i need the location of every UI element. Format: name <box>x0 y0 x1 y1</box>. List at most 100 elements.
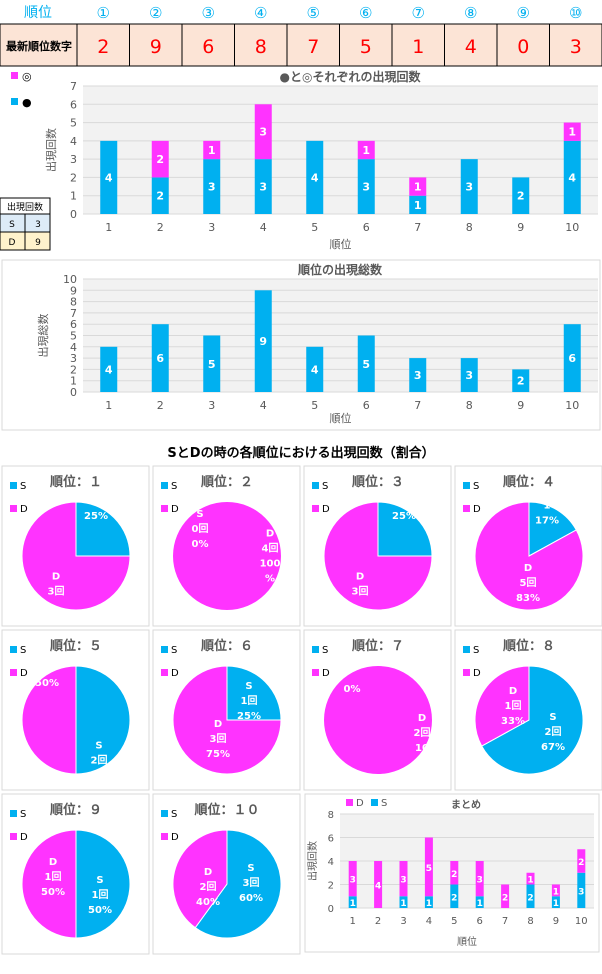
x-tick-label: 9 <box>517 399 524 412</box>
latest-digit-cell: 1 <box>412 36 424 58</box>
latest-digit-cell: 0 <box>517 36 529 58</box>
pie-legend-swatch-d <box>161 833 168 840</box>
data-label: 2 <box>517 375 525 388</box>
pie-data-label: 2回 <box>200 881 217 893</box>
legend-swatch-circle-double <box>11 72 18 79</box>
pie-chart: 順位：９ S D S 1回 50% D 1回 50% <box>1 793 150 955</box>
bar-segment <box>577 849 586 873</box>
latest-digit-cell: 8 <box>255 36 267 58</box>
x-tick-label: 6 <box>363 221 370 234</box>
data-label: 2 <box>502 893 508 903</box>
data-label: 5 <box>208 358 216 371</box>
y-tick-label: 3 <box>70 153 77 166</box>
pie-data-label: D <box>266 529 274 540</box>
bar-segment <box>450 884 459 908</box>
chart-title: 順位の出現総数 <box>297 262 383 277</box>
data-label: 2 <box>156 153 164 166</box>
x-tick-label: 1 <box>105 399 112 412</box>
bar-segment <box>475 861 484 897</box>
pie-legend-swatch-d <box>161 505 168 512</box>
bar-segment <box>100 140 118 214</box>
pie-data-label: 17% <box>535 516 559 527</box>
x-axis-label: 順位 <box>457 935 477 948</box>
pie-data-label: D <box>52 572 60 583</box>
pie-chart: 順位：４ S D 1 17% D 5回 83% <box>454 465 602 627</box>
data-label: 3 <box>578 887 584 897</box>
rank-header-cell: ④ <box>254 4 267 22</box>
pie-data-label: S <box>247 863 254 874</box>
pie-slice-s <box>75 665 131 775</box>
data-label: 3 <box>400 876 406 886</box>
pie-legend-label-s: S <box>171 809 177 820</box>
pie-title: 順位：５ <box>50 638 102 654</box>
data-label: 1 <box>553 899 559 909</box>
data-label: 1 <box>350 899 356 909</box>
summary-legend-label-d: D <box>356 798 364 809</box>
pie-data-label: 50% <box>41 887 65 898</box>
data-label: 2 <box>517 190 525 203</box>
pie-legend-swatch-d <box>10 669 17 676</box>
pie-legend-swatch-s <box>312 482 319 489</box>
pie-data-label: 5回 <box>520 577 537 589</box>
chart-title: まとめ <box>451 799 481 811</box>
x-tick-label: 10 <box>575 916 588 927</box>
y-tick-label: 1 <box>70 375 77 388</box>
pie-title: 順位：３ <box>352 474 404 490</box>
y-tick-label: 5 <box>70 117 77 130</box>
x-tick-label: 2 <box>157 221 164 234</box>
rank-header-cell: ⑧ <box>464 4 477 22</box>
latest-digit-row: 最新順位数字 2 9 6 8 7 5 1 4 0 3 <box>0 23 602 67</box>
pie-slice-s <box>194 829 282 939</box>
pie-slice-d <box>173 502 281 610</box>
y-tick-label: 3 <box>70 352 77 365</box>
latest-digit-cell: 4 <box>465 36 477 58</box>
pie-slice-s <box>75 829 131 939</box>
side-table-s-value: 3 <box>35 220 41 230</box>
pie-data-label: 3回 <box>352 586 369 598</box>
latest-digit-cell: 7 <box>307 36 319 58</box>
x-tick-label: 5 <box>451 916 457 927</box>
pie-data-label: 0% <box>344 684 361 695</box>
data-label: 4 <box>568 171 576 184</box>
pie-data-label: 1回 <box>45 871 62 883</box>
pie-slice-s <box>528 501 578 557</box>
data-label: 2 <box>156 190 164 203</box>
x-tick-label: 2 <box>375 916 381 927</box>
rank-header-row: 順位 ① ② ③ ④ ⑤ ⑥ ⑦ ⑧ ⑨ ⑩ <box>24 4 582 22</box>
data-label: 2 <box>527 893 533 903</box>
bar-segment <box>450 861 459 885</box>
data-label: 4 <box>311 363 319 376</box>
latest-digit-cell: 2 <box>97 36 109 58</box>
bar-segment <box>357 335 375 392</box>
pie-title: 順位：９ <box>50 802 102 818</box>
y-tick-label: 4 <box>70 135 77 148</box>
bar-segment <box>306 346 324 392</box>
rank-header-cell: ⑦ <box>412 4 425 22</box>
bar-segment <box>551 896 560 908</box>
bar-segment <box>399 896 408 908</box>
pie-legend-label-d: D <box>20 832 28 843</box>
pie-chart: 順位：５ S D S 2回 50% <box>1 629 150 791</box>
latest-digit-cell: 5 <box>360 36 372 58</box>
pie-data-label: 50% <box>88 905 112 916</box>
x-tick-label: 3 <box>208 399 215 412</box>
pie-legend-swatch-d <box>463 669 470 676</box>
rank-header-cell: ② <box>149 4 162 22</box>
x-tick-label: 4 <box>260 221 267 234</box>
rank-header-cell: ⑨ <box>517 4 530 22</box>
y-tick-label: 8 <box>328 810 334 821</box>
bar-segment <box>563 122 581 141</box>
x-tick-label: 9 <box>553 916 559 927</box>
bar-segment <box>460 358 478 392</box>
pie-data-label: S <box>245 681 252 692</box>
pie-legend-swatch-d <box>161 669 168 676</box>
x-tick-label: 8 <box>466 399 473 412</box>
x-tick-label: 3 <box>400 916 406 927</box>
pie-data-label: 2回 <box>414 727 431 739</box>
chart2-frame <box>1 259 601 431</box>
pie-data-label: % <box>265 574 275 585</box>
pie-data-label: 67% <box>541 742 565 753</box>
pie-data-label: D <box>204 867 212 878</box>
y-tick-label: 7 <box>70 307 77 320</box>
plot-area <box>83 86 598 214</box>
